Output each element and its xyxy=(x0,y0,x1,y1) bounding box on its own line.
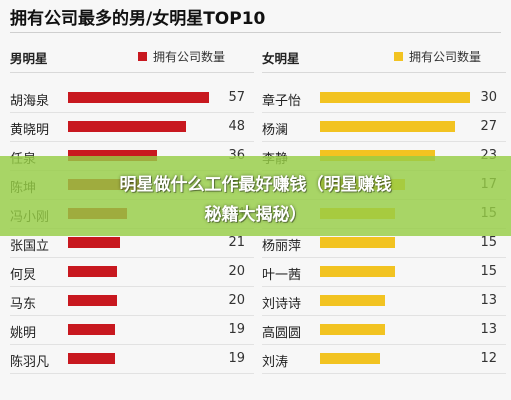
female-row-divider xyxy=(262,315,506,316)
male-legend-swatch xyxy=(138,52,147,61)
male-value-label: 19 xyxy=(228,351,245,366)
female-value-label: 13 xyxy=(480,293,497,308)
male-value-label: 57 xyxy=(228,90,245,105)
male-value-label: 20 xyxy=(228,293,245,308)
female-panel-title: 女明星 xyxy=(262,51,300,66)
male-legend-label: 拥有公司数量 xyxy=(153,50,226,64)
chart-title: 拥有公司最多的男/女明星TOP10 xyxy=(10,9,266,29)
banner-line-2: 秘籍大揭秘） xyxy=(204,205,307,225)
female-bar xyxy=(320,353,380,364)
female-legend: 拥有公司数量 xyxy=(394,48,481,65)
female-row-divider xyxy=(262,373,506,374)
male-row-divider xyxy=(10,257,254,258)
female-value-label: 15 xyxy=(480,235,497,250)
female-value-label: 15 xyxy=(480,264,497,279)
female-value-label: 12 xyxy=(480,351,497,366)
male-bar xyxy=(68,353,115,364)
male-bar xyxy=(68,237,120,248)
male-bar xyxy=(68,266,118,277)
female-row-divider xyxy=(262,344,506,345)
male-value-label: 20 xyxy=(228,264,245,279)
female-row-name: 杨丽萍 xyxy=(262,239,302,254)
female-row-divider xyxy=(262,141,506,142)
male-row-divider xyxy=(10,315,254,316)
female-bar xyxy=(320,92,470,103)
male-row-name: 陈羽凡 xyxy=(10,355,50,370)
male-panel-title: 男明星 xyxy=(10,51,48,66)
male-row-name: 姚明 xyxy=(10,326,37,341)
male-value-label: 48 xyxy=(228,119,245,134)
female-bar xyxy=(320,324,385,335)
male-row-name: 胡海泉 xyxy=(10,94,50,109)
female-bar xyxy=(320,237,395,248)
female-legend-swatch xyxy=(394,52,403,61)
female-row-divider xyxy=(262,112,506,113)
female-row-divider xyxy=(262,286,506,287)
male-row-name: 黄晓明 xyxy=(10,123,50,138)
female-legend-label: 拥有公司数量 xyxy=(409,50,482,64)
male-row-divider xyxy=(10,286,254,287)
male-row-name: 马东 xyxy=(10,297,37,312)
male-row-divider xyxy=(10,112,254,113)
male-row-name: 何炅 xyxy=(10,268,37,283)
female-bar xyxy=(320,150,435,161)
female-header-divider xyxy=(262,72,506,73)
female-value-label: 27 xyxy=(480,119,497,134)
female-bar xyxy=(320,266,395,277)
female-row-name: 杨澜 xyxy=(262,123,289,138)
male-bar xyxy=(68,121,187,132)
female-value-label: 13 xyxy=(480,322,497,337)
male-value-label: 19 xyxy=(228,322,245,337)
female-row-name: 章子怡 xyxy=(262,94,302,109)
female-row-name: 叶一茜 xyxy=(262,268,302,283)
female-row-divider xyxy=(262,257,506,258)
male-row-divider xyxy=(10,141,254,142)
female-bar xyxy=(320,295,385,306)
male-bar xyxy=(68,150,157,161)
overlay-banner: 明星做什么工作最好赚钱（明星赚钱 秘籍大揭秘） xyxy=(0,156,511,236)
banner-line-1: 明星做什么工作最好赚钱（明星赚钱 xyxy=(119,175,392,195)
male-row-divider xyxy=(10,344,254,345)
female-row-name: 刘涛 xyxy=(262,355,289,370)
male-row-name: 张国立 xyxy=(10,239,50,254)
female-bar xyxy=(320,121,455,132)
male-value-label: 21 xyxy=(228,235,245,250)
male-header-divider xyxy=(10,72,254,73)
female-row-name: 高圆圆 xyxy=(262,326,302,341)
female-row-name: 刘诗诗 xyxy=(262,297,302,312)
male-row-divider xyxy=(10,373,254,374)
male-bar xyxy=(68,92,209,103)
title-divider xyxy=(10,32,501,33)
female-value-label: 30 xyxy=(480,90,497,105)
male-bar xyxy=(68,295,118,306)
male-bar xyxy=(68,324,115,335)
male-legend: 拥有公司数量 xyxy=(138,48,225,65)
